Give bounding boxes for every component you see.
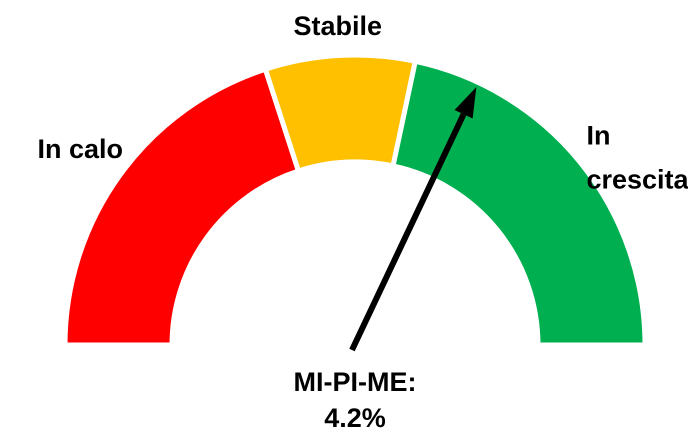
- needle-label: MI-PI-ME:: [294, 367, 417, 397]
- gauge-segment: [62, 66, 302, 348]
- needle: [349, 87, 477, 352]
- segment-label: Stabile: [293, 11, 382, 41]
- segment-label: In crescita: [586, 120, 688, 194]
- needle-part: [349, 112, 467, 352]
- gauge-segment: [390, 58, 648, 348]
- segment-label: In calo: [37, 134, 123, 164]
- needle-value-label: 4.2%: [324, 403, 386, 433]
- needle-part: [454, 87, 477, 119]
